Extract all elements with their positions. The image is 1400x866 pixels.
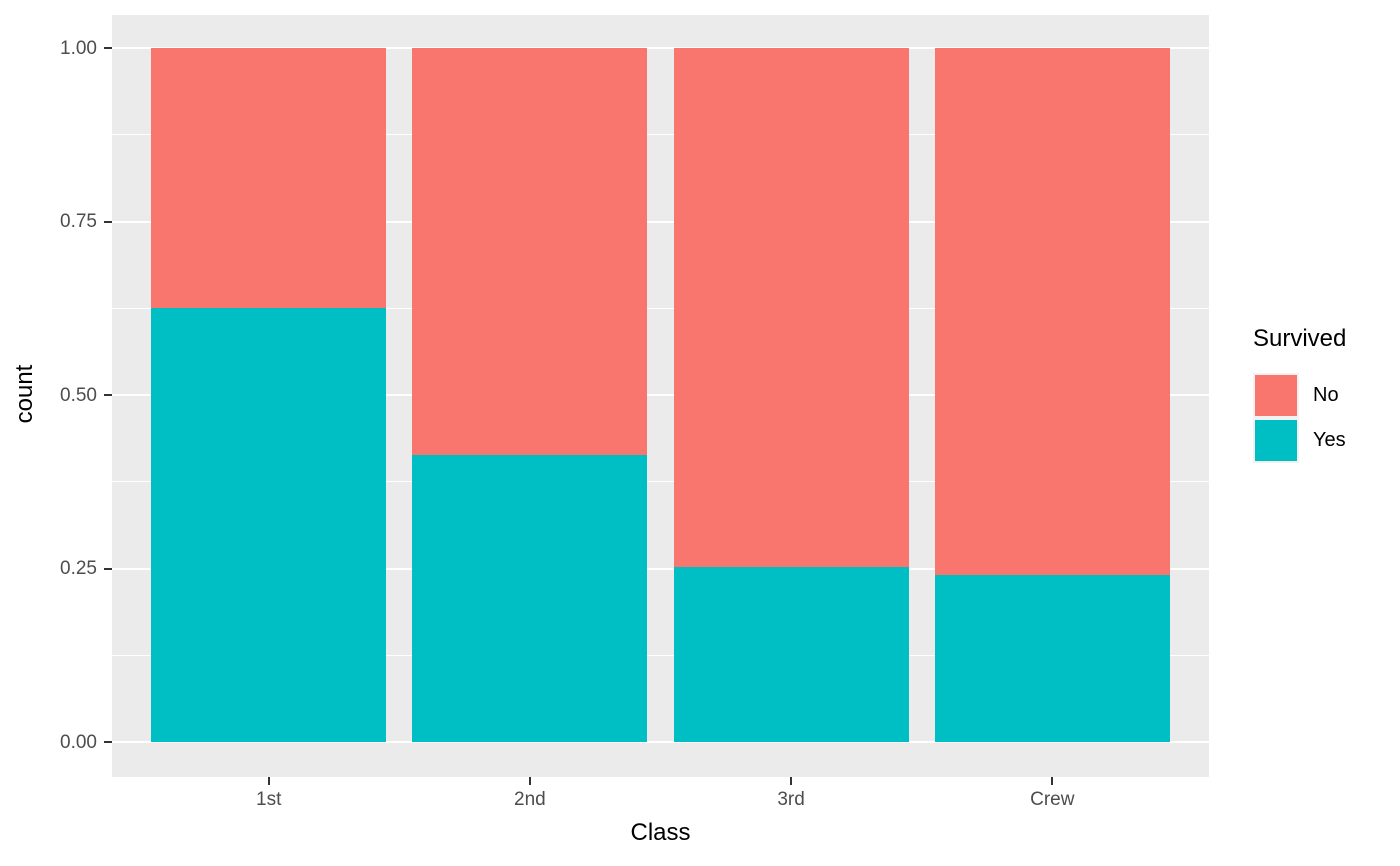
y-tick-mark: [104, 220, 112, 223]
gridline-major: [112, 394, 1209, 396]
gridline-minor: [112, 481, 1209, 483]
x-tick-mark: [267, 777, 270, 785]
y-tick-mark: [104, 394, 112, 396]
bar-segment-3rd-no: [673, 48, 909, 568]
bar-segment-2nd-yes: [412, 454, 648, 742]
y-tick-label: 0.50: [60, 384, 97, 406]
y-tick-mark: [104, 741, 112, 743]
y-tick-mark: [104, 47, 112, 49]
legend-key-yes: [1253, 418, 1299, 463]
legend-title: Survived: [1253, 325, 1347, 352]
plot-panel: [112, 15, 1209, 777]
bar-segment-3rd-yes: [673, 567, 909, 742]
legend-swatch-no: [1255, 375, 1297, 416]
legend: Survived No Yes: [1253, 324, 1346, 463]
gridline-major: [112, 47, 1209, 49]
x-tick-label-3rd: 3rd: [777, 789, 805, 810]
gridline-minor: [112, 654, 1209, 656]
x-tick-mark: [1051, 777, 1054, 785]
legend-label-yes: Yes: [1313, 429, 1346, 451]
x-tick-label-2nd: 2nd: [514, 789, 546, 810]
gridline-minor: [112, 307, 1209, 309]
y-tick-label: 1.00: [60, 37, 97, 59]
legend-swatch-yes: [1255, 420, 1297, 461]
y-axis-title: count: [11, 364, 38, 424]
gridline-minor: [112, 134, 1209, 136]
y-tick-mark: [104, 567, 112, 570]
bar-segment-1st-yes: [151, 308, 387, 742]
bar-segment-crew-no: [934, 48, 1170, 576]
gridline-major: [112, 567, 1209, 570]
gridline-major: [112, 741, 1209, 743]
x-tick-mark: [528, 777, 531, 785]
x-axis-title: Class: [630, 819, 691, 846]
legend-entries: No Yes: [1253, 373, 1346, 463]
legend-key-no: [1253, 373, 1299, 418]
legend-label-no: No: [1313, 384, 1339, 406]
y-tick-label: 0.75: [60, 211, 97, 232]
y-tick-label: 0.25: [60, 558, 97, 579]
bar-segment-crew-yes: [934, 575, 1170, 742]
gridline-major: [112, 220, 1209, 223]
bar-segment-2nd-no: [412, 48, 648, 455]
y-tick-label: 0.00: [60, 731, 97, 753]
legend-entry-yes: Yes: [1253, 418, 1346, 463]
x-tick-mark: [790, 777, 793, 785]
bar-segment-1st-no: [151, 48, 387, 309]
x-tick-label-1st: 1st: [256, 789, 282, 810]
x-tick-label-crew: Crew: [1030, 789, 1075, 810]
legend-entry-no: No: [1253, 373, 1346, 418]
